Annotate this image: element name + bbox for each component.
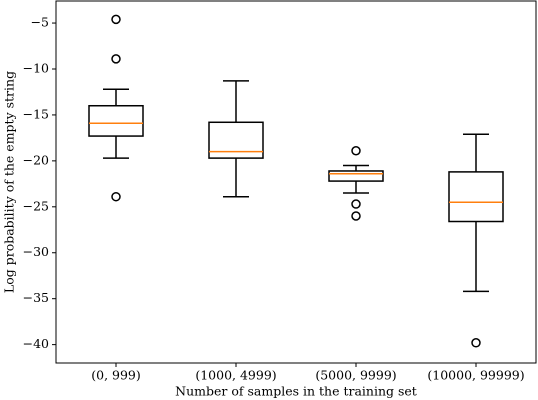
box bbox=[328, 170, 384, 182]
y-tick-label: −10 bbox=[23, 60, 49, 75]
y-tick-label: −5 bbox=[31, 15, 49, 30]
x-tick-label: (5000, 9999) bbox=[315, 368, 396, 383]
y-tick-label: −35 bbox=[23, 290, 49, 305]
outlier bbox=[111, 14, 121, 25]
box bbox=[88, 104, 144, 137]
y-tick-label: −20 bbox=[23, 152, 49, 167]
y-tick-label: −15 bbox=[23, 106, 49, 121]
outlier bbox=[111, 191, 121, 202]
box bbox=[208, 121, 264, 159]
plot-frame bbox=[55, 0, 537, 364]
y-tick-label: −40 bbox=[23, 336, 49, 351]
outlier bbox=[111, 54, 121, 64]
y-axis-label: Log probability of the empty string bbox=[2, 71, 17, 293]
y-tick-label: −25 bbox=[23, 198, 49, 213]
x-tick-label: (0, 999) bbox=[91, 368, 141, 383]
y-tick-label: −30 bbox=[23, 244, 49, 259]
box bbox=[448, 171, 504, 223]
outlier bbox=[351, 211, 361, 221]
x-axis-label: Number of samples in the training set bbox=[175, 384, 417, 399]
outlier bbox=[351, 146, 361, 156]
outlier bbox=[351, 199, 361, 209]
outlier bbox=[471, 338, 481, 348]
x-tick-label: (1000, 4999) bbox=[195, 368, 276, 383]
x-tick-label: (10000, 99999) bbox=[427, 368, 524, 383]
